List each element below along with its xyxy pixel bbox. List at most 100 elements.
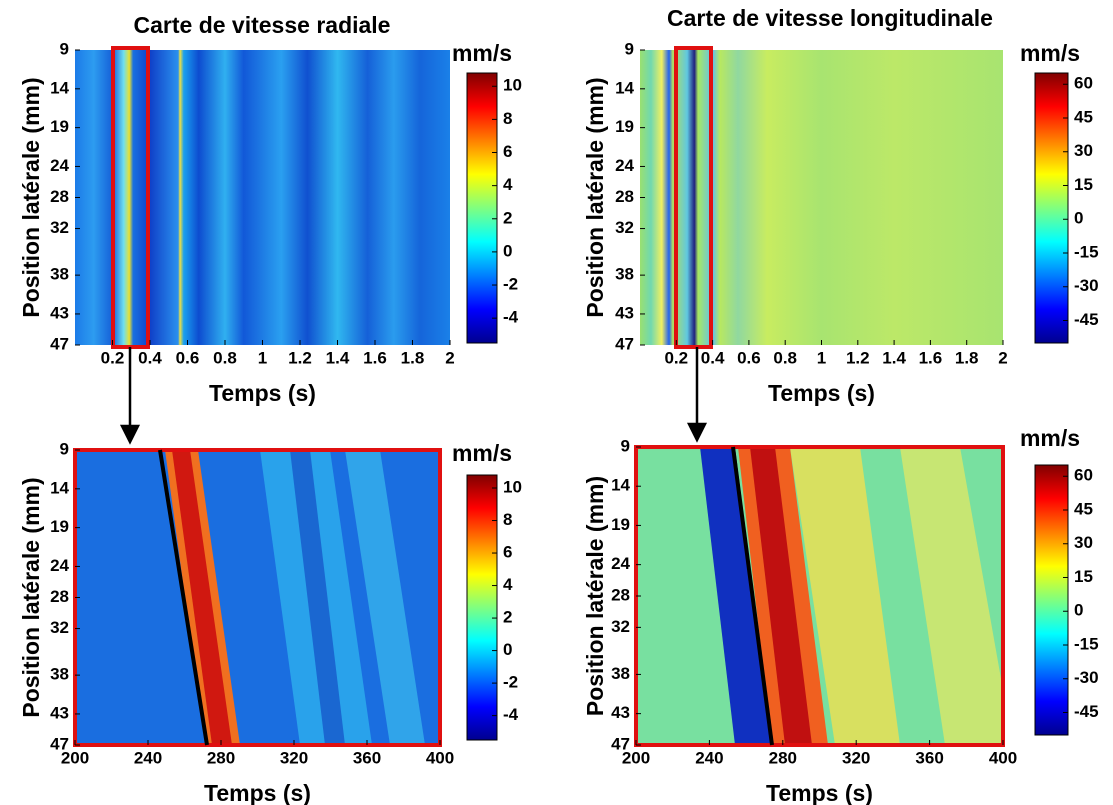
y-tick-label: 38 xyxy=(50,265,69,284)
colorbar-tick-label: 0 xyxy=(1074,601,1083,620)
x-tick-label: 320 xyxy=(280,748,308,767)
colorbar-label: mm/s xyxy=(452,440,512,466)
heatmap xyxy=(636,447,1003,745)
chart-title: Carte de vitesse radiale xyxy=(134,12,391,38)
x-tick-label: 200 xyxy=(61,748,89,767)
colorbar-tick-label: -2 xyxy=(503,673,518,692)
colorbar-tick-label: -4 xyxy=(503,308,519,327)
colorbar-tick-label: -15 xyxy=(1074,634,1099,653)
colorbar-tick-label: 60 xyxy=(1074,466,1093,485)
y-tick-label: 43 xyxy=(615,303,634,322)
x-axis-label: Temps (s) xyxy=(209,380,316,406)
colorbar-tick-label: 60 xyxy=(1074,74,1093,93)
x-tick-label: 0.4 xyxy=(701,348,725,367)
x-tick-label: 1.8 xyxy=(401,348,425,367)
y-tick-label: 28 xyxy=(50,187,69,206)
colorbar-tick-label: 2 xyxy=(503,208,512,227)
colorbar-tick-label: 45 xyxy=(1074,499,1093,518)
y-tick-label: 43 xyxy=(611,703,630,722)
colorbar xyxy=(1034,72,1069,344)
x-tick-label: 0.6 xyxy=(176,348,200,367)
x-tick-label: 0.2 xyxy=(101,348,125,367)
colorbar-tick-label: 8 xyxy=(503,109,512,128)
x-tick-label: 240 xyxy=(134,748,162,767)
colorbar-tick-label: -30 xyxy=(1074,668,1099,687)
colorbar-label: mm/s xyxy=(452,40,512,66)
colorbar-tick-label: 15 xyxy=(1074,567,1093,586)
colorbar-tick-label: 8 xyxy=(503,510,512,529)
x-tick-label: 0.2 xyxy=(664,348,688,367)
x-tick-label: 0.8 xyxy=(213,348,237,367)
x-tick-label: 360 xyxy=(915,748,943,767)
fit-line xyxy=(731,446,774,746)
colorbar-tick-label: 10 xyxy=(503,76,522,95)
y-tick-label: 32 xyxy=(50,218,69,237)
heatmap xyxy=(75,50,450,345)
x-tick-label: 1.4 xyxy=(882,348,906,367)
colorbar xyxy=(466,72,498,344)
colorbar-tick-label: -45 xyxy=(1074,702,1099,721)
x-tick-label: 1 xyxy=(817,348,826,367)
x-tick-label: 1.2 xyxy=(846,348,870,367)
x-tick-label: 1.6 xyxy=(363,348,387,367)
x-tick-label: 1.8 xyxy=(955,348,979,367)
x-tick-label: 280 xyxy=(769,748,797,767)
colorbar-tick-label: 10 xyxy=(503,477,522,496)
y-tick-label: 14 xyxy=(615,78,634,97)
x-tick-label: 320 xyxy=(842,748,870,767)
heatmap xyxy=(75,450,440,745)
colorbar-tick-label: 6 xyxy=(503,142,512,161)
y-tick-label: 38 xyxy=(50,665,69,684)
heatmap xyxy=(640,50,1003,345)
y-tick-label: 47 xyxy=(615,334,634,353)
x-axis-label: Temps (s) xyxy=(766,780,873,805)
y-tick-label: 9 xyxy=(60,39,69,58)
y-tick-label: 47 xyxy=(50,734,69,753)
y-tick-label: 19 xyxy=(50,117,69,136)
y-tick-label: 9 xyxy=(60,439,69,458)
colorbar-tick-label: 4 xyxy=(503,575,513,594)
x-tick-label: 0.6 xyxy=(737,348,761,367)
colorbar-tick-label: 0 xyxy=(503,640,512,659)
x-tick-label: 200 xyxy=(622,748,650,767)
x-tick-label: 2 xyxy=(445,348,454,367)
x-tick-label: 0.8 xyxy=(773,348,797,367)
y-tick-label: 38 xyxy=(615,265,634,284)
colorbar-tick-label: -45 xyxy=(1074,310,1099,329)
y-tick-label: 9 xyxy=(621,436,630,455)
y-tick-label: 24 xyxy=(615,156,634,175)
colorbar-tick-label: -2 xyxy=(503,275,518,294)
y-tick-label: 19 xyxy=(50,517,69,536)
x-tick-label: 360 xyxy=(353,748,381,767)
colorbar-label: mm/s xyxy=(1020,425,1080,451)
y-tick-label: 38 xyxy=(611,664,630,683)
colorbar-tick-label: 45 xyxy=(1074,107,1093,126)
y-tick-label: 32 xyxy=(615,218,634,237)
y-tick-label: 24 xyxy=(611,554,630,573)
y-tick-label: 28 xyxy=(50,587,69,606)
colorbar-label: mm/s xyxy=(1020,40,1080,66)
y-axis-label: Position latérale (mm) xyxy=(582,476,608,716)
y-tick-label: 47 xyxy=(50,334,69,353)
x-tick-label: 1.4 xyxy=(326,348,350,367)
y-tick-label: 28 xyxy=(615,187,634,206)
arrow xyxy=(119,347,708,445)
x-tick-label: 1.6 xyxy=(919,348,943,367)
x-tick-label: 240 xyxy=(695,748,723,767)
colorbar-tick-label: -30 xyxy=(1074,276,1099,295)
y-tick-label: 19 xyxy=(615,117,634,136)
y-tick-label: 9 xyxy=(625,39,634,58)
x-tick-label: 1 xyxy=(258,348,267,367)
y-tick-label: 28 xyxy=(611,585,630,604)
y-tick-label: 43 xyxy=(50,703,69,722)
colorbar-tick-label: 6 xyxy=(503,543,512,562)
x-tick-label: 280 xyxy=(207,748,235,767)
y-tick-label: 14 xyxy=(611,476,630,495)
colorbar xyxy=(466,474,498,741)
x-tick-label: 400 xyxy=(989,748,1017,767)
colorbar-tick-label: 2 xyxy=(503,608,512,627)
colorbar-tick-label: 15 xyxy=(1074,175,1093,194)
y-axis-label: Position latérale (mm) xyxy=(18,77,44,317)
y-tick-label: 32 xyxy=(611,617,630,636)
